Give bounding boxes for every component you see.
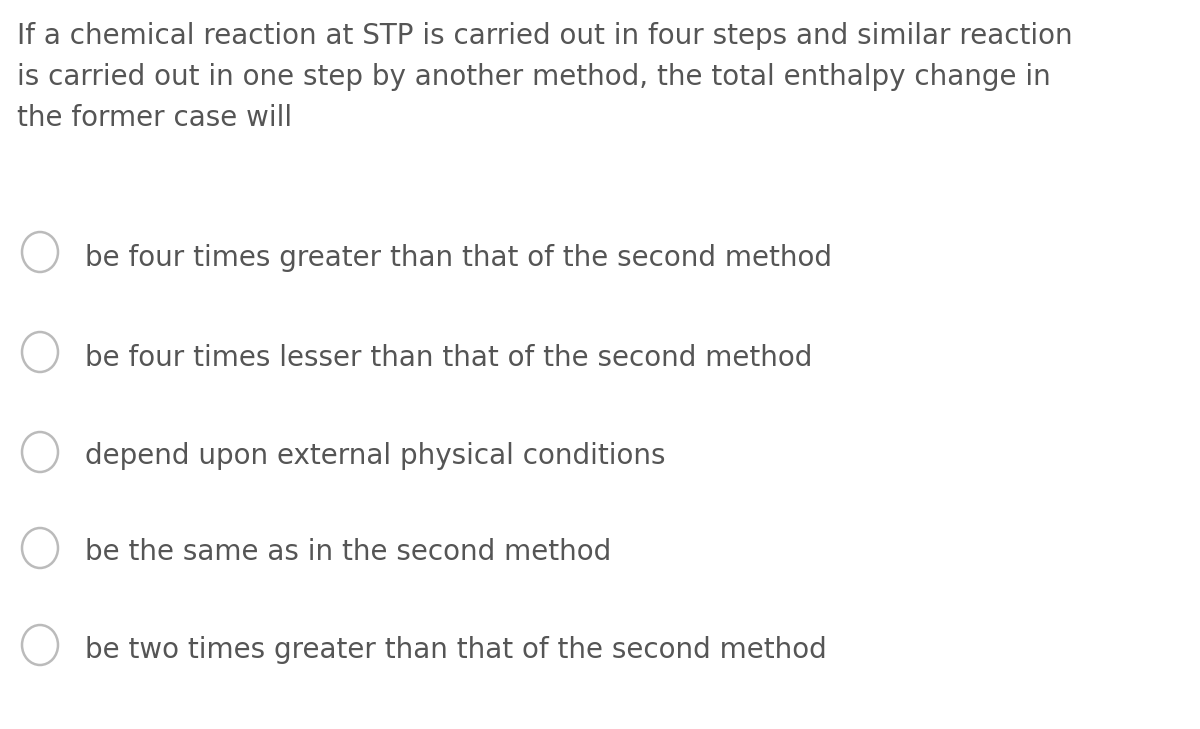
Text: depend upon external physical conditions: depend upon external physical conditions bbox=[85, 442, 666, 470]
Text: be four times lesser than that of the second method: be four times lesser than that of the se… bbox=[85, 344, 812, 372]
Text: be four times greater than that of the second method: be four times greater than that of the s… bbox=[85, 244, 832, 272]
Text: be two times greater than that of the second method: be two times greater than that of the se… bbox=[85, 636, 827, 664]
Text: be the same as in the second method: be the same as in the second method bbox=[85, 538, 611, 566]
Text: If a chemical reaction at STP is carried out in four steps and similar reaction
: If a chemical reaction at STP is carried… bbox=[17, 22, 1073, 133]
